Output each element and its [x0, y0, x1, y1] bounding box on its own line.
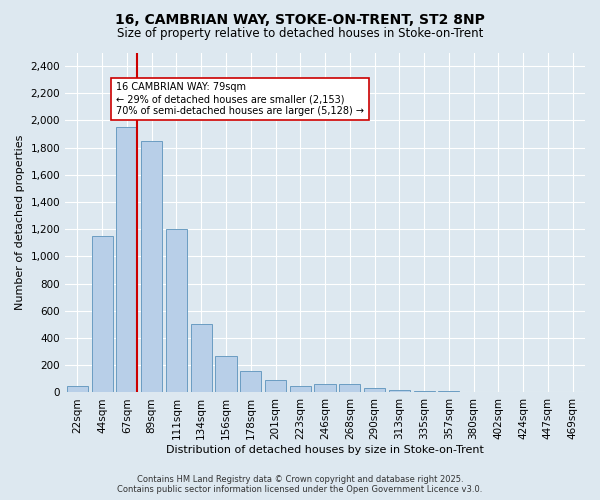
- Bar: [339, 384, 361, 392]
- Bar: [92, 236, 113, 392]
- Bar: [314, 384, 335, 392]
- Text: Size of property relative to detached houses in Stoke-on-Trent: Size of property relative to detached ho…: [117, 28, 483, 40]
- Bar: [413, 391, 434, 392]
- Bar: [215, 356, 236, 393]
- X-axis label: Distribution of detached houses by size in Stoke-on-Trent: Distribution of detached houses by size …: [166, 445, 484, 455]
- Bar: [166, 230, 187, 392]
- Bar: [364, 388, 385, 392]
- Bar: [290, 386, 311, 392]
- Bar: [240, 370, 261, 392]
- Bar: [265, 380, 286, 392]
- Bar: [191, 324, 212, 392]
- Bar: [389, 390, 410, 392]
- Bar: [141, 141, 162, 393]
- Text: 16, CAMBRIAN WAY, STOKE-ON-TRENT, ST2 8NP: 16, CAMBRIAN WAY, STOKE-ON-TRENT, ST2 8N…: [115, 12, 485, 26]
- Bar: [116, 128, 137, 392]
- Y-axis label: Number of detached properties: Number of detached properties: [15, 135, 25, 310]
- Text: 16 CAMBRIAN WAY: 79sqm
← 29% of detached houses are smaller (2,153)
70% of semi-: 16 CAMBRIAN WAY: 79sqm ← 29% of detached…: [116, 82, 364, 116]
- Text: Contains HM Land Registry data © Crown copyright and database right 2025.
Contai: Contains HM Land Registry data © Crown c…: [118, 474, 482, 494]
- Bar: [67, 386, 88, 392]
